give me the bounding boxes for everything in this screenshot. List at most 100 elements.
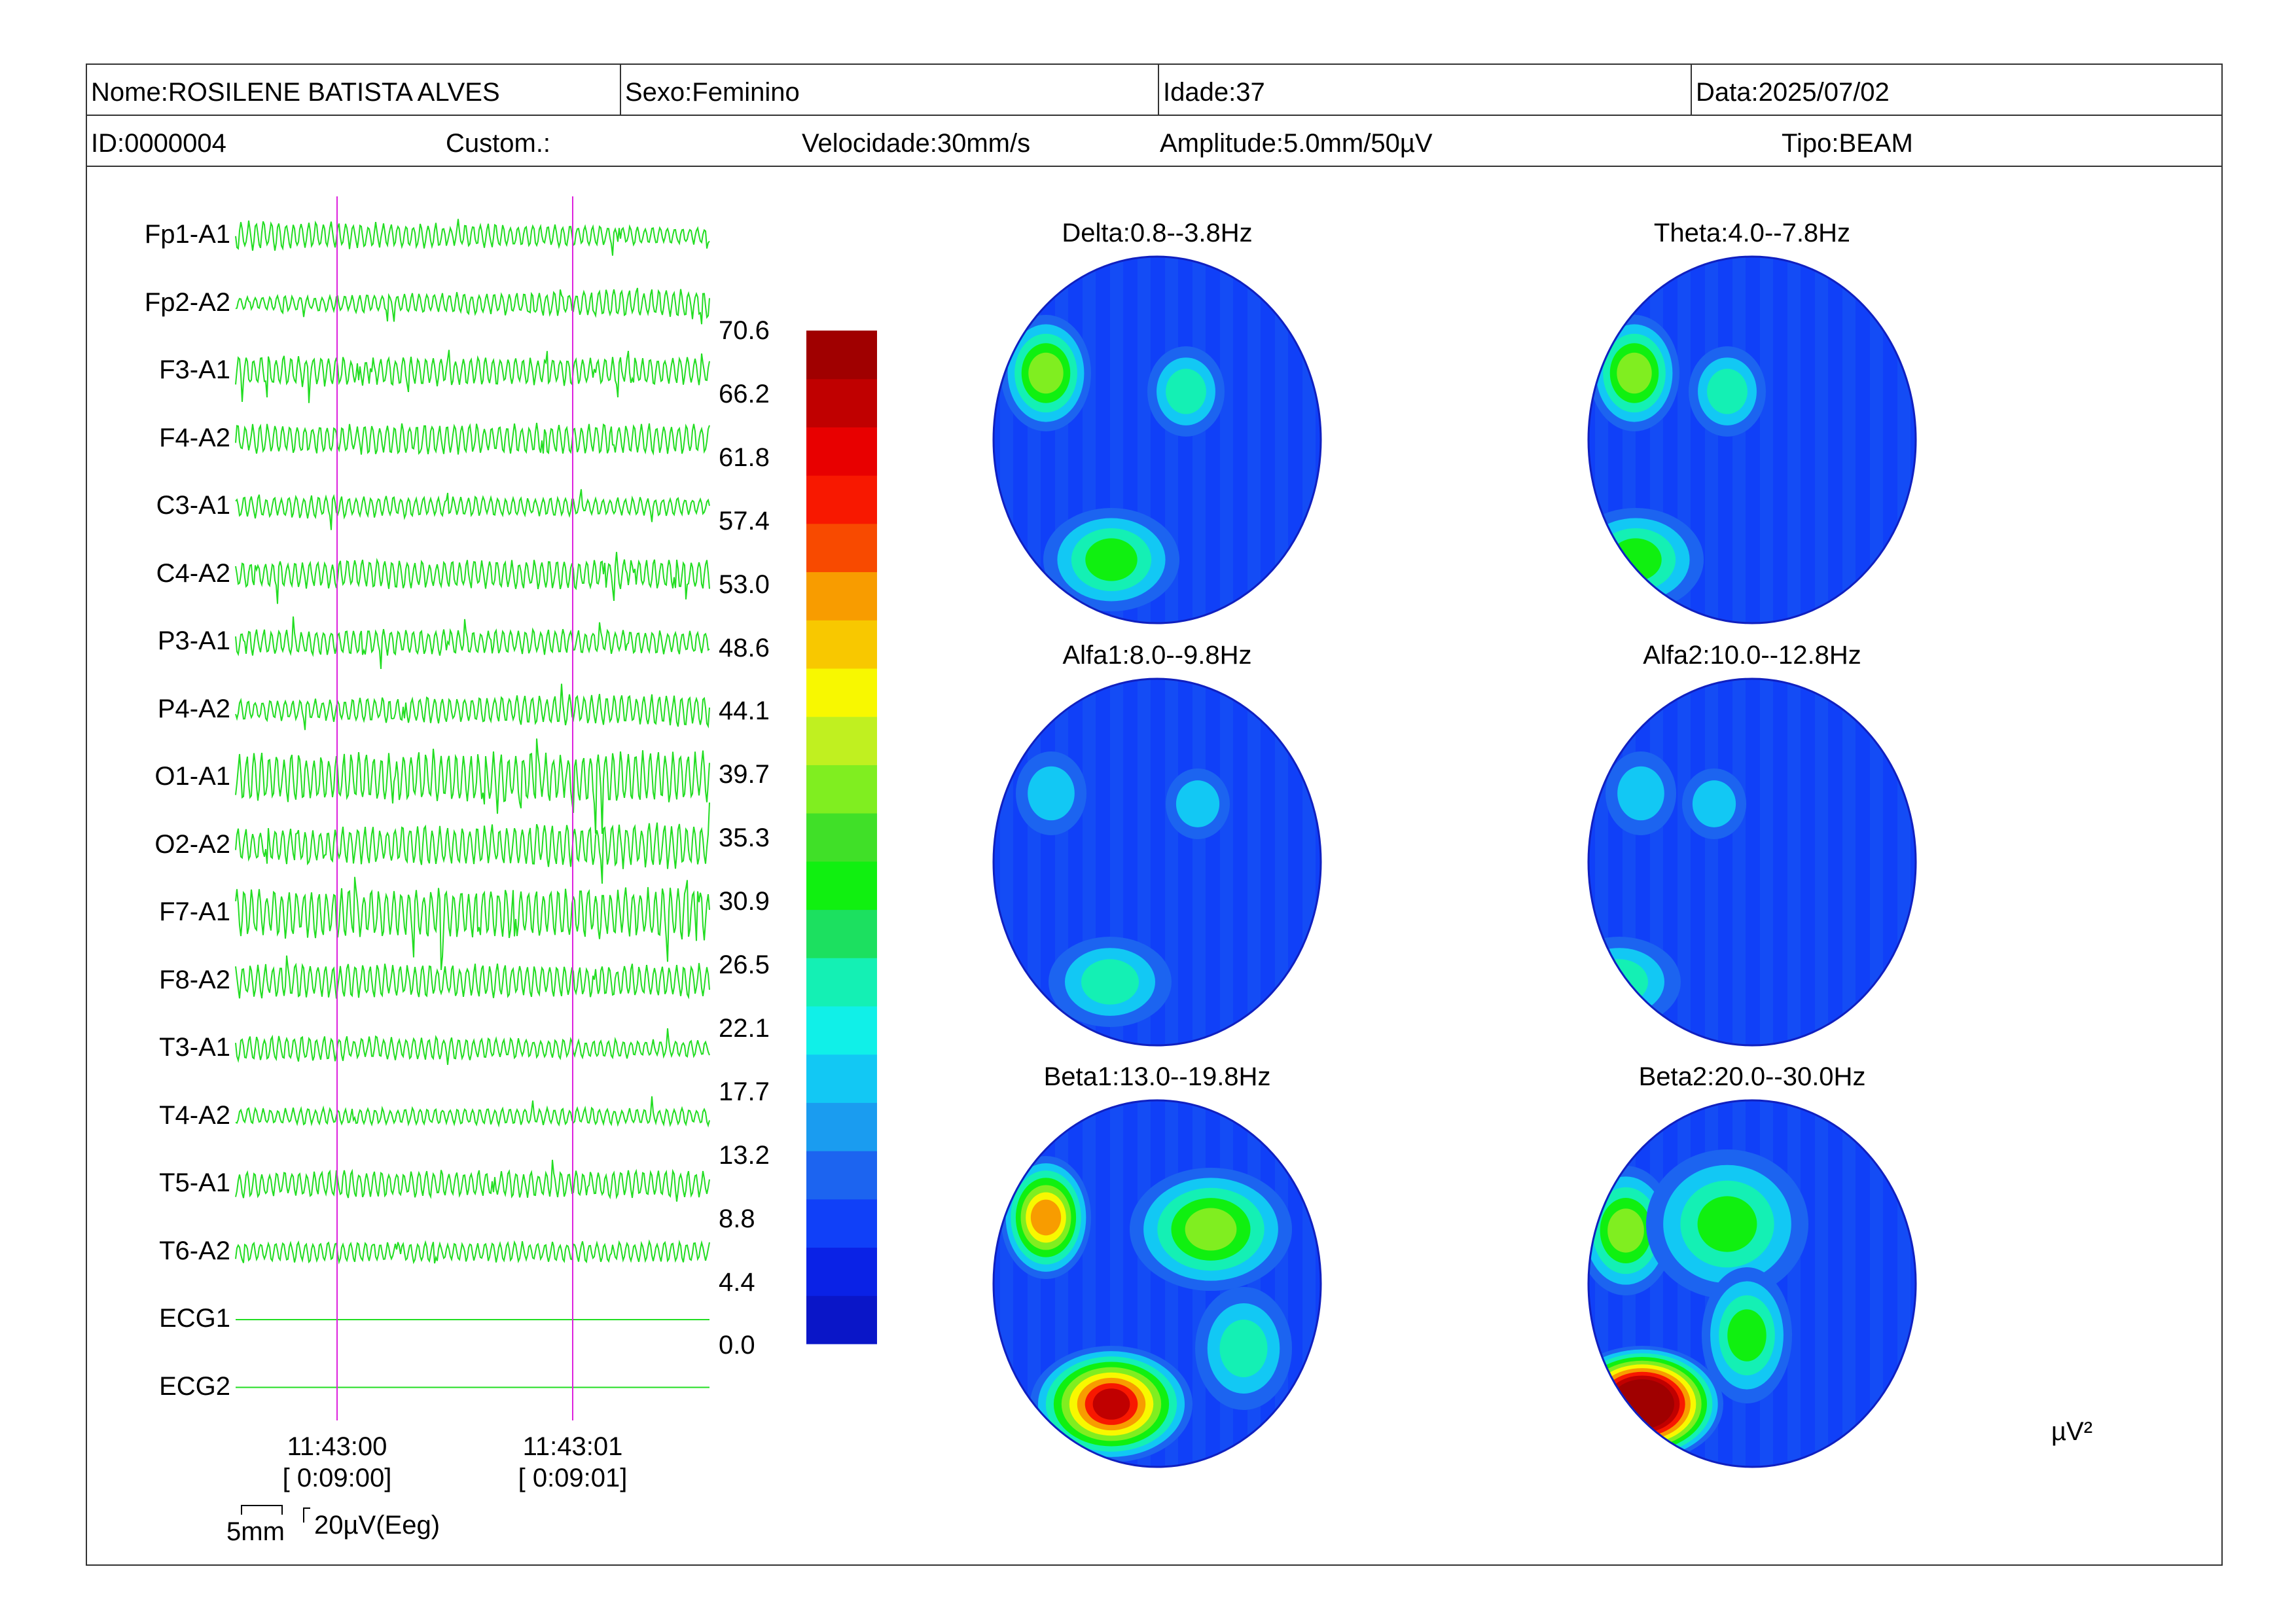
color-scale-segment bbox=[806, 958, 877, 1007]
report-type: Tipo:BEAM bbox=[1782, 129, 1913, 158]
scale-unit: µV² bbox=[2051, 1417, 2093, 1446]
custom-field: Custom.: bbox=[446, 129, 551, 158]
channel-label: ECG2 bbox=[159, 1371, 230, 1401]
color-scale-segment bbox=[806, 571, 877, 621]
channel-label: T3-A1 bbox=[159, 1033, 230, 1062]
topo-map bbox=[992, 677, 1322, 1047]
color-scale-segment bbox=[806, 1151, 877, 1200]
eeg-trace bbox=[235, 1028, 710, 1065]
color-scale-label: 70.6 bbox=[719, 316, 770, 345]
eeg-trace bbox=[235, 1159, 710, 1202]
color-scale-label: 0.0 bbox=[719, 1331, 755, 1360]
color-scale-segment bbox=[806, 765, 877, 814]
color-scale-segment bbox=[806, 1102, 877, 1151]
topo-map-title: Beta2:20.0--30.0Hz bbox=[1638, 1062, 1866, 1091]
color-scale-segment bbox=[806, 427, 877, 476]
topo-map-title: Delta:0.8--3.8Hz bbox=[1062, 219, 1253, 247]
eeg-trace bbox=[235, 489, 710, 530]
color-scale-segment bbox=[806, 1199, 877, 1248]
color-scale-segment bbox=[806, 378, 877, 427]
color-scale-segment bbox=[806, 475, 877, 524]
channel-label: O2-A2 bbox=[154, 829, 230, 859]
color-scale-label: 39.7 bbox=[719, 760, 770, 789]
color-scale-label: 17.7 bbox=[719, 1077, 770, 1106]
time-calibration-bar bbox=[241, 1505, 283, 1515]
channel-label: O1-A1 bbox=[154, 762, 230, 791]
color-scale-segment bbox=[806, 813, 877, 862]
eeg-trace bbox=[235, 219, 710, 256]
color-scale-label: 30.9 bbox=[719, 887, 770, 916]
color-scale-label: 35.3 bbox=[719, 823, 770, 853]
color-scale-label: 22.1 bbox=[719, 1013, 770, 1043]
color-scale-segment bbox=[806, 861, 877, 911]
channel-label: Fp2-A2 bbox=[144, 287, 230, 317]
color-scale-segment bbox=[806, 1295, 877, 1344]
topo-map-title: Alfa2:10.0--12.8Hz bbox=[1643, 641, 1861, 670]
color-scale-label: 48.6 bbox=[719, 633, 770, 662]
patient-name: Nome:ROSILENE BATISTA ALVES bbox=[91, 78, 500, 107]
color-scale-label: 44.1 bbox=[719, 696, 770, 726]
eeg-trace bbox=[235, 876, 710, 970]
channel-label: F7-A1 bbox=[159, 897, 230, 926]
eeg-trace bbox=[235, 552, 710, 604]
eeg-trace bbox=[235, 1096, 710, 1128]
color-scale-label: 66.2 bbox=[719, 379, 770, 408]
eeg-trace bbox=[235, 616, 710, 669]
color-scale-label: 8.8 bbox=[719, 1204, 755, 1233]
time-marker-elapsed: [ 0:09:00] bbox=[282, 1464, 392, 1492]
channel-label: ECG1 bbox=[159, 1304, 230, 1333]
time-calibration-label: 5mm bbox=[226, 1517, 285, 1546]
color-scale-segment bbox=[806, 668, 877, 717]
color-scale-label: 57.4 bbox=[719, 506, 770, 535]
color-scale-label: 4.4 bbox=[719, 1267, 755, 1297]
color-scale-segment bbox=[806, 620, 877, 669]
eeg-report: Nome:ROSILENE BATISTA ALVES Sexo:Feminin… bbox=[86, 63, 2223, 1566]
color-scale-segment bbox=[806, 909, 877, 958]
color-scale-segment bbox=[806, 523, 877, 573]
time-marker-clock: 11:43:01 bbox=[522, 1432, 623, 1461]
topo-map-title: Theta:4.0--7.8Hz bbox=[1653, 219, 1851, 247]
channel-label: C3-A1 bbox=[156, 491, 230, 520]
color-scale-segment bbox=[806, 1006, 877, 1055]
color-scale-segment bbox=[806, 1247, 877, 1296]
channel-label: F8-A2 bbox=[159, 965, 230, 994]
color-scale-segment bbox=[806, 716, 877, 765]
eeg-trace bbox=[235, 350, 710, 403]
eeg-trace bbox=[235, 955, 710, 1000]
topo-map bbox=[1587, 255, 1917, 624]
exam-date: Data:2025/07/02 bbox=[1696, 78, 1890, 107]
color-scale-segment bbox=[806, 1054, 877, 1103]
time-marker-clock: 11:43:00 bbox=[287, 1432, 387, 1461]
topo-map-title: Alfa1:8.0--9.8Hz bbox=[1062, 641, 1252, 670]
topo-map bbox=[992, 255, 1322, 624]
header-col-divider bbox=[1691, 65, 1692, 115]
channel-label: F3-A1 bbox=[159, 355, 230, 384]
eeg-trace bbox=[235, 422, 710, 456]
amp-calibration-bar bbox=[303, 1507, 310, 1523]
eeg-trace bbox=[235, 683, 710, 731]
eeg-traces bbox=[235, 196, 710, 1420]
eeg-trace bbox=[235, 803, 710, 884]
eeg-trace bbox=[235, 287, 710, 325]
color-scale-label: 13.2 bbox=[719, 1140, 770, 1170]
topo-map bbox=[1587, 1099, 1917, 1468]
eeg-trace bbox=[235, 738, 710, 834]
channel-label: T4-A2 bbox=[159, 1100, 230, 1130]
header-divider bbox=[87, 115, 2221, 116]
color-scale-bar bbox=[806, 331, 877, 1344]
topo-map bbox=[1587, 677, 1917, 1047]
topo-map bbox=[992, 1099, 1322, 1468]
patient-id: ID:0000004 bbox=[91, 129, 226, 158]
header-col-divider bbox=[1158, 65, 1159, 115]
color-scale-label: 53.0 bbox=[719, 569, 770, 599]
channel-label: T5-A1 bbox=[159, 1168, 230, 1197]
color-scale-segment bbox=[806, 331, 877, 380]
channel-label: F4-A2 bbox=[159, 423, 230, 452]
channel-label: T6-A2 bbox=[159, 1236, 230, 1265]
topo-map-title: Beta1:13.0--19.8Hz bbox=[1043, 1062, 1271, 1091]
amplitude-setting: Amplitude:5.0mm/50µV bbox=[1160, 129, 1433, 158]
eeg-trace bbox=[235, 1239, 710, 1265]
time-marker-elapsed: [ 0:09:01] bbox=[518, 1464, 628, 1492]
patient-age: Idade:37 bbox=[1163, 78, 1265, 107]
channel-label: C4-A2 bbox=[156, 558, 230, 588]
